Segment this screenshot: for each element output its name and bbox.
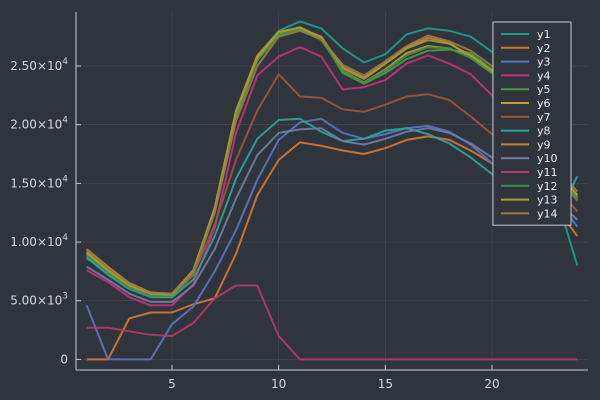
y-tick-label: 2.50×104 bbox=[10, 57, 68, 73]
legend-label-y12: y12 bbox=[537, 180, 558, 193]
y-tick-label: 5.00×103 bbox=[10, 292, 68, 308]
legend-label-y10: y10 bbox=[537, 152, 558, 165]
legend-label-y6: y6 bbox=[537, 97, 551, 110]
x-tick-label: 20 bbox=[484, 377, 499, 391]
series-line-y11 bbox=[86, 284, 578, 361]
y-tick-label: 1.00×104 bbox=[10, 233, 68, 249]
legend-box bbox=[492, 21, 572, 226]
legend-label-y8: y8 bbox=[537, 125, 551, 138]
x-tick-label: 5 bbox=[168, 377, 176, 391]
y-tick-label: 2.00×104 bbox=[10, 116, 68, 132]
legend-label-y13: y13 bbox=[537, 194, 558, 207]
legend-label-y4: y4 bbox=[537, 69, 551, 82]
legend-label-y3: y3 bbox=[537, 56, 551, 69]
x-tick-label: 15 bbox=[378, 377, 393, 391]
tick-labels: 5 10 15 20 0 5.00×103 1.00×104 1.50×104 2.00×104… bbox=[10, 57, 499, 391]
legend-label-y11: y11 bbox=[537, 166, 558, 179]
y-tick-label: 1.50×104 bbox=[10, 174, 68, 190]
y-tick-label: 0 bbox=[60, 352, 68, 366]
legend-label-y7: y7 bbox=[537, 111, 551, 124]
legend-label-y2: y2 bbox=[537, 42, 551, 55]
legend-label-y1: y1 bbox=[537, 28, 551, 41]
legend-label-y14: y14 bbox=[537, 207, 558, 220]
x-tick-label: 10 bbox=[271, 377, 286, 391]
legend-label-y9: y9 bbox=[537, 138, 551, 151]
legend-label-y5: y5 bbox=[537, 83, 551, 96]
axes bbox=[75, 12, 588, 371]
